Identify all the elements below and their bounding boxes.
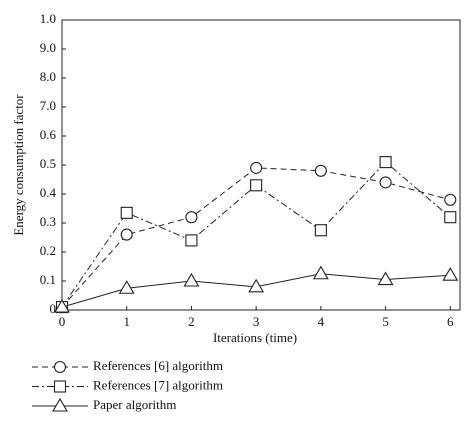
y-tick-label: 9.0 [40, 40, 56, 55]
marker [118, 280, 135, 294]
y-tick-label: 0.4 [40, 185, 57, 200]
marker [250, 179, 263, 192]
y-tick-label: 0.5 [40, 156, 56, 171]
marker [314, 164, 327, 177]
y-tick-label: 0.2 [40, 243, 56, 258]
x-axis-label: Iterations (time) [213, 330, 297, 345]
marker [379, 176, 392, 189]
x-tick-label: 5 [382, 314, 389, 329]
y-tick-label: 0 [50, 301, 57, 316]
legend-label: Paper algorithm [93, 397, 176, 412]
marker [442, 267, 459, 281]
y-tick-label: 1.0 [40, 11, 56, 26]
marker [377, 271, 394, 286]
y-axis-label: Energy consumption factor [11, 94, 26, 236]
y-tick-label: 0.1 [40, 272, 56, 287]
marker [120, 228, 133, 241]
marker [120, 206, 133, 219]
y-tick-label: 0.3 [40, 214, 56, 229]
y-tick-label: 8.0 [40, 69, 56, 84]
marker [314, 224, 327, 237]
marker [185, 234, 198, 247]
x-tick-label: 6 [447, 314, 454, 329]
marker [379, 156, 392, 169]
x-tick-label: 1 [123, 314, 130, 329]
marker [444, 211, 457, 224]
marker [53, 360, 67, 374]
marker [312, 265, 329, 280]
marker [185, 211, 198, 224]
legend-label: References [6] algorithm [93, 358, 223, 373]
marker [54, 299, 70, 313]
marker [250, 161, 263, 174]
marker [53, 380, 67, 393]
x-tick-label: 4 [318, 314, 325, 329]
marker [248, 278, 265, 293]
marker [444, 193, 457, 206]
x-tick-label: 2 [188, 314, 195, 329]
x-tick-label: 3 [253, 314, 260, 329]
x-tick-label: 0 [59, 314, 66, 329]
marker [52, 397, 68, 412]
marker [183, 272, 200, 287]
legend-label: References [7] algorithm [93, 377, 223, 392]
y-tick-label: 7.0 [40, 98, 56, 113]
y-tick-label: 0.6 [40, 127, 57, 142]
